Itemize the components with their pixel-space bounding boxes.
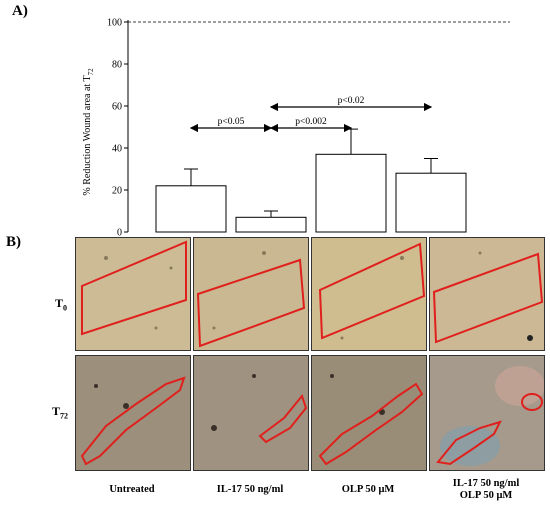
bar — [315, 153, 387, 233]
micrograph-combo-t0 — [429, 237, 545, 351]
col-label-il17: IL-17 50 ng/ml — [216, 484, 284, 495]
micrograph-untreated-t0 — [75, 237, 191, 351]
y-tick-label: 0 — [117, 228, 122, 239]
col-label-il17-olp: IL-17 50 ng/ml OLP 50 μM — [452, 478, 520, 501]
row-label-t0: T0 — [55, 296, 68, 313]
comparison-label: p<0.02 — [338, 96, 365, 106]
y-tick-label: 40 — [112, 144, 122, 155]
bar — [235, 216, 307, 233]
panel-a-label: A) — [12, 3, 28, 19]
comparison-label: p<0.002 — [295, 117, 327, 127]
col-label-olp: OLP 50 μM — [341, 484, 395, 495]
col-label-untreated: Untreated — [109, 484, 155, 495]
y-axis-label: % Reduction Wound area at T72 — [82, 68, 95, 196]
y-tick-label: 60 — [112, 102, 122, 113]
y-tick-label: 80 — [112, 60, 122, 71]
micrograph-olp-t0 — [311, 237, 427, 351]
row-label-t72: T72 — [52, 404, 69, 421]
micrograph-il17-t72 — [193, 355, 309, 471]
comparison-label: p<0.05 — [218, 117, 245, 127]
panel-b-label: B) — [6, 234, 21, 250]
micrograph-olp-t72 — [311, 355, 427, 471]
micrograph-untreated-t72 — [75, 355, 191, 471]
bar — [395, 172, 467, 233]
y-tick-label: 20 — [112, 186, 122, 197]
bar-chart: 0 20 40 60 80 100 % Reduction Wound area at T7… — [82, 18, 510, 239]
y-tick-label: 100 — [107, 18, 122, 29]
micrograph-il17-t0 — [193, 237, 309, 351]
micrograph-combo-t72 — [429, 355, 545, 471]
bar — [155, 185, 227, 233]
